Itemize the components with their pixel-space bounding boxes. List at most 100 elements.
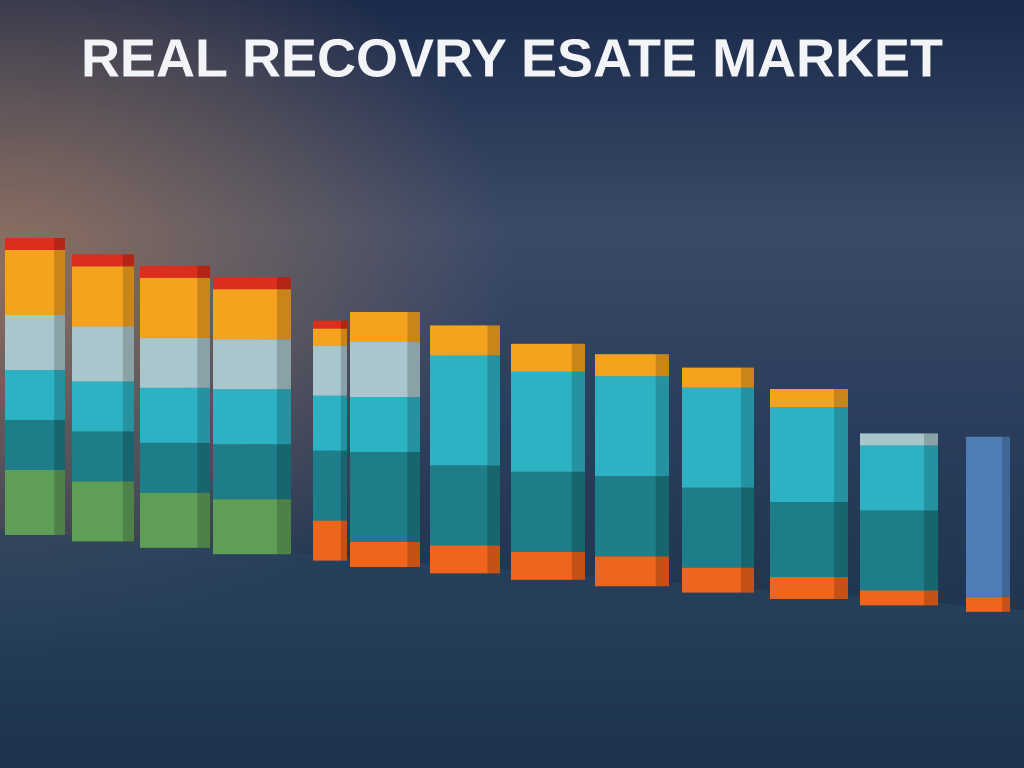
bar-segment xyxy=(430,325,500,356)
bar-segment xyxy=(5,370,65,420)
bar-segment xyxy=(140,492,210,548)
bar-segment xyxy=(72,266,134,327)
bar-side-shade xyxy=(833,407,848,502)
bar-side-shade xyxy=(833,389,848,407)
bar-segment xyxy=(966,596,1010,612)
bar-segment xyxy=(770,502,848,577)
bar-side-shade xyxy=(122,431,134,482)
floor xyxy=(0,530,1024,768)
bar-side-shade xyxy=(1002,596,1010,612)
bar-side-shade xyxy=(571,343,585,372)
bar-segment xyxy=(72,254,134,267)
bar-segment xyxy=(140,337,210,388)
bar-side-shade xyxy=(833,502,848,577)
bar-side-shade xyxy=(340,328,347,346)
bar-side-shade xyxy=(407,397,420,452)
bar-side-shade xyxy=(1002,436,1010,597)
bar-side-shade xyxy=(276,289,291,340)
bar-segment xyxy=(140,387,210,443)
bar-segment xyxy=(72,431,134,482)
bar-side-shade xyxy=(122,381,134,432)
bar-segment xyxy=(5,238,65,250)
bar-segment xyxy=(213,499,291,555)
bar-segment xyxy=(313,395,347,451)
bar-segment xyxy=(72,326,134,382)
bar-side-shade xyxy=(487,355,500,466)
bar-side-shade xyxy=(655,556,669,587)
bar-segment xyxy=(140,277,210,338)
bar-side-shade xyxy=(487,545,500,574)
bar-side-shade xyxy=(487,465,500,546)
bar-segment xyxy=(313,520,347,561)
bar-side-shade xyxy=(741,487,754,568)
bar-side-shade xyxy=(276,277,291,290)
bar-side-shade xyxy=(122,266,134,327)
bar-segment xyxy=(511,343,585,372)
bar-side-shade xyxy=(197,442,210,493)
bar-side-shade xyxy=(197,337,210,388)
bar-segment xyxy=(595,376,669,477)
bar-segment xyxy=(770,389,848,407)
bar-side-shade xyxy=(655,476,669,557)
bar-segment xyxy=(213,277,291,290)
bar-side-shade xyxy=(571,471,585,552)
bar-side-shade xyxy=(571,371,585,472)
bar-side-shade xyxy=(54,250,65,315)
bar-segment xyxy=(430,465,500,546)
bar-side-shade xyxy=(340,395,347,451)
bar-segment xyxy=(595,476,669,557)
bar-side-shade xyxy=(407,312,420,342)
bar-segment xyxy=(595,556,669,587)
bar-segment xyxy=(860,590,938,606)
bar-segment xyxy=(350,452,420,542)
bar-segment xyxy=(595,354,669,377)
bar-segment xyxy=(313,328,347,346)
bar-side-shade xyxy=(741,387,754,488)
bar-side-shade xyxy=(197,492,210,548)
bar-side-shade xyxy=(122,254,134,267)
bar-side-shade xyxy=(54,420,65,470)
bar-segment xyxy=(860,433,938,446)
bar-segment xyxy=(860,445,938,511)
bar-side-shade xyxy=(407,452,420,542)
bar-segment xyxy=(770,407,848,502)
bar-segment xyxy=(313,320,347,329)
bar-side-shade xyxy=(741,367,754,388)
bar-segment xyxy=(682,487,754,568)
bar-segment xyxy=(860,510,938,591)
bar-side-shade xyxy=(655,354,669,377)
bar-side-shade xyxy=(741,567,754,593)
bar-side-shade xyxy=(923,510,938,591)
bar-side-shade xyxy=(122,481,134,542)
bar-segment xyxy=(350,342,420,397)
bar-side-shade xyxy=(276,499,291,555)
bar-segment xyxy=(511,371,585,472)
bar-segment xyxy=(682,367,754,388)
bar-segment xyxy=(682,567,754,593)
bar-segment xyxy=(511,551,585,580)
bar-side-shade xyxy=(54,238,65,250)
bar-side-shade xyxy=(197,277,210,338)
bar-segment xyxy=(350,312,420,342)
bar-side-shade xyxy=(276,339,291,390)
bar-segment xyxy=(5,470,65,535)
bar-side-shade xyxy=(54,470,65,535)
bar-segment xyxy=(682,387,754,488)
bar-side-shade xyxy=(340,520,347,561)
bar-segment xyxy=(5,315,65,370)
bar-side-shade xyxy=(122,326,134,382)
bar-side-shade xyxy=(655,376,669,477)
bar-side-shade xyxy=(54,315,65,370)
bar-side-shade xyxy=(407,342,420,397)
bar-segment xyxy=(5,420,65,470)
bar-segment xyxy=(966,436,1010,597)
bar-side-shade xyxy=(923,433,938,446)
bar-segment xyxy=(313,345,347,396)
chart-title: REAL RECOVRY ESATE MARKET xyxy=(81,28,943,88)
bar-segment xyxy=(72,481,134,542)
bar-side-shade xyxy=(340,450,347,521)
bar-segment xyxy=(140,442,210,493)
bar-segment xyxy=(430,545,500,574)
